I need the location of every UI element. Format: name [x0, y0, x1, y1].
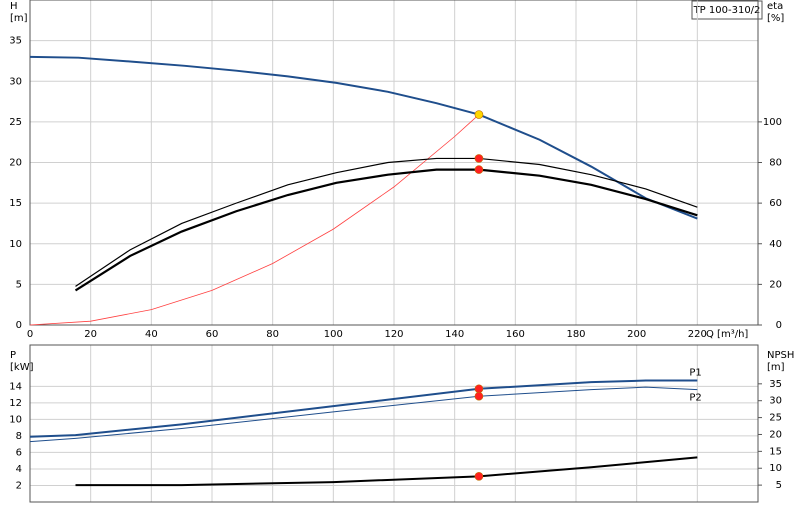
- y-tick-label: 5: [16, 279, 22, 290]
- x-tick-label: 80: [266, 329, 279, 340]
- curve: [29, 379, 698, 438]
- y-tick-label: 10: [9, 414, 22, 425]
- curve: [29, 55, 698, 220]
- y2-label: eta: [767, 1, 783, 12]
- x-tick-label: 160: [506, 329, 525, 340]
- y-tick-label: 30: [9, 76, 22, 87]
- duty-point: [474, 391, 484, 401]
- y2-tick-label: 20: [769, 429, 782, 440]
- y-tick-label: 0: [16, 320, 22, 331]
- curve: [75, 157, 698, 287]
- y2-tick-label: 15: [769, 446, 782, 457]
- y-tick-label: 10: [9, 239, 22, 250]
- curve: [29, 386, 698, 443]
- y-label: H: [10, 1, 18, 12]
- curve: [29, 114, 480, 326]
- y-tick-label: 2: [16, 480, 22, 491]
- y2-tick-label: 80: [769, 158, 782, 169]
- curve-label: P1: [689, 368, 701, 379]
- x-tick-label: 60: [206, 329, 219, 340]
- duty-point: [474, 472, 484, 481]
- x-tick-label: 40: [145, 329, 158, 340]
- y2-tick-label: 30: [769, 396, 782, 407]
- curve-label: P2: [689, 393, 701, 404]
- x-tick-label: 100: [324, 329, 343, 340]
- y-unit: [m]: [10, 13, 28, 24]
- y-tick-label: 12: [9, 398, 22, 409]
- plot-frame: [29, 344, 759, 503]
- y-tick-label: 35: [9, 36, 22, 47]
- duty-point: [474, 110, 484, 119]
- x-tick-label: 200: [627, 329, 646, 340]
- duty-point: [474, 384, 484, 394]
- y2-tick-label: 0: [776, 320, 782, 331]
- y2-tick-label: 60: [769, 198, 782, 209]
- x-tick-label: 140: [445, 329, 464, 340]
- y-tick-label: 20: [9, 158, 22, 169]
- x-label: Q [m³/h]: [706, 329, 748, 340]
- y-tick-label: 4: [16, 464, 22, 475]
- x-tick-label: 20: [84, 329, 97, 340]
- chart-title: TP 100-310/2: [693, 5, 761, 16]
- y2-tick-label: 40: [769, 239, 782, 250]
- y2-tick-label: 35: [769, 379, 782, 390]
- y-tick-label: 8: [16, 431, 22, 442]
- y2-unit: [%]: [767, 13, 784, 24]
- y2-tick-label: 5: [776, 480, 782, 491]
- y2-unit: [m]: [767, 362, 785, 373]
- x-tick-label: 220: [688, 329, 707, 340]
- duty-point: [474, 165, 484, 174]
- y2-tick-label: 20: [769, 279, 782, 290]
- y2-label: NPSH: [767, 350, 794, 361]
- plot-frame: [29, 0, 759, 326]
- y2-tick-label: 25: [769, 413, 782, 424]
- title-box: [691, 0, 763, 20]
- y-unit: [kW]: [10, 362, 34, 373]
- y2-tick-label: 100: [763, 117, 782, 128]
- y2-tick-label: 10: [769, 463, 782, 474]
- curve: [75, 456, 698, 487]
- curve: [74, 168, 698, 292]
- x-tick-label: 0: [27, 329, 33, 340]
- y-tick-label: 14: [9, 381, 22, 392]
- duty-point: [474, 154, 484, 163]
- y-tick-label: 25: [9, 117, 22, 128]
- y-label: P: [10, 350, 16, 361]
- x-tick-label: 120: [384, 329, 403, 340]
- y-tick-label: 15: [9, 198, 22, 209]
- x-tick-label: 180: [566, 329, 585, 340]
- y-tick-label: 6: [16, 447, 22, 458]
